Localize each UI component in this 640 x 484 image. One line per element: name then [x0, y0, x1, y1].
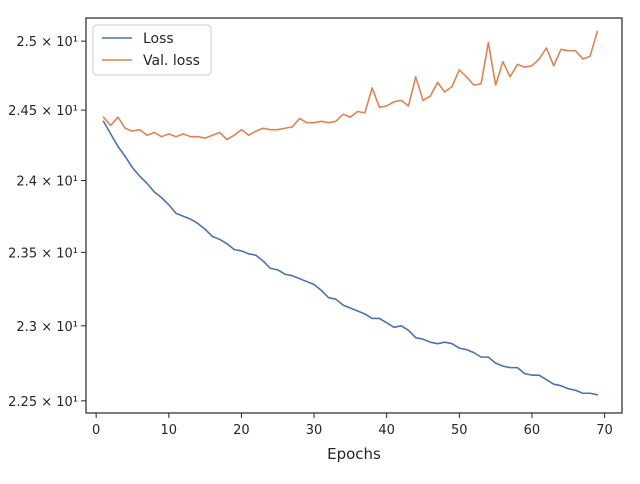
x-axis: 0 10 20 30 40 50 60 70: [92, 413, 613, 438]
y-tick-label: 2.35 × 10¹: [8, 246, 78, 261]
x-tick-label: 20: [233, 423, 250, 438]
legend-label-val-loss: Val. loss: [143, 53, 200, 69]
plot-layer: [102, 30, 599, 396]
legend-label-loss: Loss: [143, 31, 174, 47]
y-axis: 2.25 × 10¹ 2.3 × 10¹ 2.35 × 10¹ 2.4 × 10¹ 2.…: [8, 35, 86, 410]
axes-frame: [85, 17, 623, 414]
y-tick-label: 2.5 × 10¹: [16, 35, 78, 50]
series-line-loss: [102, 120, 599, 396]
x-tick-label: 0: [92, 423, 100, 438]
x-tick-label: 30: [306, 423, 323, 438]
y-tick-label: 2.25 × 10¹: [8, 395, 78, 410]
x-axis-label: Epochs: [327, 445, 381, 463]
legend: Loss Val. loss: [92, 24, 212, 76]
y-tick-label: 2.45 × 10¹: [8, 104, 78, 119]
x-tick-label: 10: [161, 423, 178, 438]
series-line-val-loss: [102, 30, 599, 141]
x-tick-label: 40: [378, 423, 395, 438]
x-tick-label: 60: [524, 423, 541, 438]
y-tick-label: 2.3 × 10¹: [16, 320, 78, 335]
y-tick-label: 2.4 × 10¹: [16, 175, 78, 190]
x-tick-label: 70: [596, 423, 613, 438]
x-tick-label: 50: [451, 423, 468, 438]
